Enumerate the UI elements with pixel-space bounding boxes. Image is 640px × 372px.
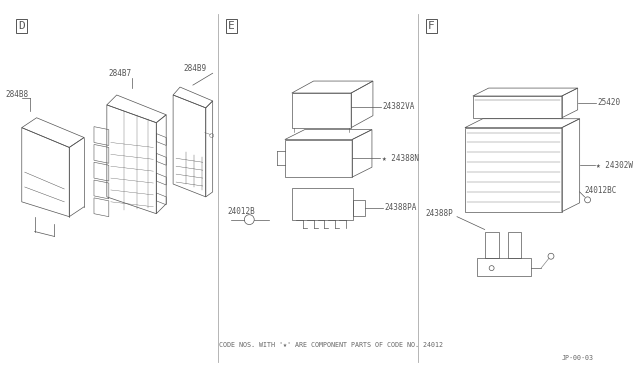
Text: 24388P: 24388P <box>426 209 453 218</box>
Text: 284B8: 284B8 <box>5 90 28 99</box>
Text: 284B9: 284B9 <box>183 64 206 73</box>
Text: 284B7: 284B7 <box>109 69 132 78</box>
Text: 24012BC: 24012BC <box>584 186 617 195</box>
Text: F: F <box>428 21 435 31</box>
Text: 24382VA: 24382VA <box>383 102 415 111</box>
Text: D: D <box>19 21 25 31</box>
Text: CODE NOS. WITH '★' ARE COMPONENT PARTS OF CODE NO. 24012: CODE NOS. WITH '★' ARE COMPONENT PARTS O… <box>220 342 444 348</box>
Text: JP·00·03: JP·00·03 <box>561 355 593 361</box>
Text: ★ 24302W: ★ 24302W <box>596 161 634 170</box>
Text: 24388PA: 24388PA <box>385 203 417 212</box>
Text: E: E <box>228 21 235 31</box>
Text: 25420: 25420 <box>598 99 621 108</box>
Text: ★ 24388N: ★ 24388N <box>382 154 419 163</box>
Text: 24012B: 24012B <box>227 207 255 216</box>
